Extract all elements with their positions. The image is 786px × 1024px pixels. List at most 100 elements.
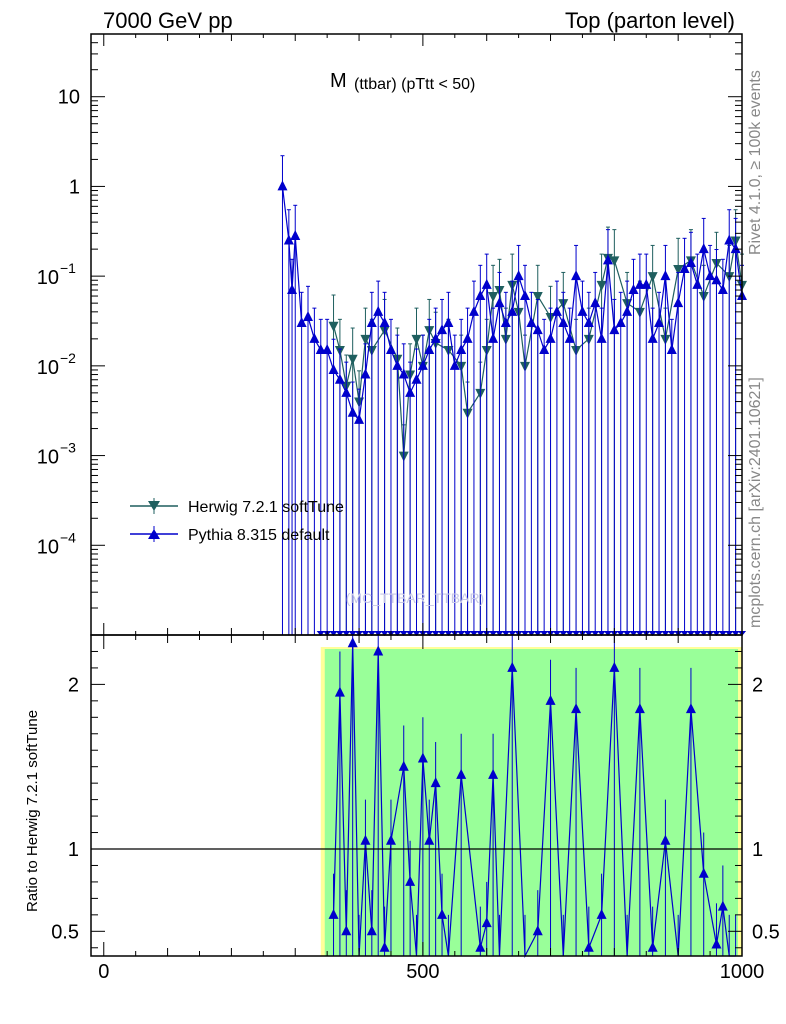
data-point: [615, 317, 626, 328]
data-point: [456, 768, 467, 779]
data-point: [277, 180, 288, 191]
header-left: 7000 GeV pp: [103, 8, 233, 33]
edge-marker: [444, 631, 453, 636]
edge-marker: [718, 631, 727, 636]
ratio-series: [328, 635, 737, 959]
data-point: [488, 332, 499, 343]
data-point: [717, 900, 728, 911]
data-point: [647, 941, 658, 952]
y-tick-label-exp: −4: [60, 529, 76, 545]
legend-marker-pythia: [148, 529, 160, 539]
data-point: [462, 332, 473, 343]
edge-marker: [348, 631, 357, 636]
data-point: [385, 834, 396, 845]
data-point: [717, 284, 728, 295]
data-point: [328, 363, 339, 374]
y-tick-label-base: 10: [37, 536, 59, 558]
edge-marker: [693, 631, 702, 636]
data-point: [334, 373, 345, 384]
data-point: [679, 263, 690, 274]
data-point: [322, 344, 333, 355]
data-point: [475, 941, 486, 952]
edge-marker: [380, 631, 389, 636]
data-point: [347, 406, 358, 417]
ratio-green-band: [324, 649, 738, 956]
data-point: [660, 834, 671, 845]
edge-marker: [572, 631, 581, 636]
data-point: [347, 637, 358, 648]
data-point: [379, 941, 390, 952]
edge-marker: [680, 631, 689, 636]
edge-marker: [393, 631, 402, 636]
edge-marker: [335, 631, 344, 636]
data-point: [698, 243, 709, 254]
edge-marker: [629, 631, 638, 636]
edge-marker: [540, 631, 549, 636]
edge-marker: [431, 631, 440, 636]
data-point: [660, 270, 671, 281]
x-tick-label: 1000: [720, 961, 765, 983]
edge-marker: [533, 631, 542, 636]
data-point: [392, 359, 403, 370]
data-point: [315, 344, 326, 355]
edge-marker: [412, 631, 421, 636]
data-point: [520, 290, 530, 301]
data-point: [641, 278, 652, 289]
data-point: [634, 703, 645, 714]
edge-marker: [489, 631, 498, 636]
data-point: [430, 332, 441, 343]
edge-marker: [329, 631, 338, 636]
data-point: [647, 272, 658, 283]
data-point: [539, 344, 550, 355]
side-label-top: Rivet 4.1.0, ≥ 100k events: [747, 70, 764, 255]
data-point: [475, 290, 486, 301]
edge-marker: [635, 631, 644, 636]
data-point: [405, 875, 416, 886]
data-point: [424, 344, 435, 355]
data-point: [724, 234, 735, 245]
edge-marker: [699, 631, 708, 636]
ratio-y-label: Ratio to Herwig 7.2.1 softTune: [24, 710, 41, 912]
edge-marker: [616, 631, 625, 636]
data-point: [417, 752, 428, 763]
edge-marker: [584, 631, 593, 636]
ratio-series-pythia: [328, 635, 737, 959]
legend: Herwig 7.2.1 softTune Pythia 8.315 defau…: [130, 498, 344, 544]
data-point: [360, 834, 371, 845]
data-point: [583, 941, 594, 952]
data-point: [545, 332, 556, 343]
edge-marker: [495, 631, 504, 636]
data-point: [437, 908, 448, 919]
edge-marker: [667, 631, 676, 636]
data-point: [456, 344, 467, 355]
plot-title-main: M: [330, 70, 347, 92]
data-point: [290, 230, 301, 241]
edge-marker: [559, 631, 568, 636]
edge-marker: [438, 631, 447, 636]
ratio-y-tick-label-right: 1: [752, 839, 763, 861]
edge-marker: [316, 631, 325, 636]
data-point: [328, 321, 339, 332]
edge-marker: [712, 631, 721, 636]
data-point: [673, 297, 684, 308]
edge-marker: [565, 631, 574, 636]
data-point: [647, 332, 658, 343]
edge-marker: [648, 631, 657, 636]
legend-pythia-label: Pythia 8.315 default: [188, 527, 330, 544]
data-point: [571, 703, 582, 714]
data-point: [296, 317, 307, 328]
edge-marker: [731, 631, 740, 636]
data-point: [685, 703, 696, 714]
data-point: [596, 332, 607, 343]
data-point: [354, 413, 365, 424]
data-point: [596, 908, 607, 919]
data-point: [309, 332, 320, 343]
data-point: [303, 311, 313, 322]
data-point: [673, 265, 684, 276]
data-point: [405, 386, 416, 397]
data-point: [437, 324, 448, 335]
edge-marker: [367, 631, 376, 636]
ratio-panel: 0 500 1000 0.5 0.5 1 1 2 2 Ratio to Herwig 7.2.1…: [24, 634, 780, 983]
